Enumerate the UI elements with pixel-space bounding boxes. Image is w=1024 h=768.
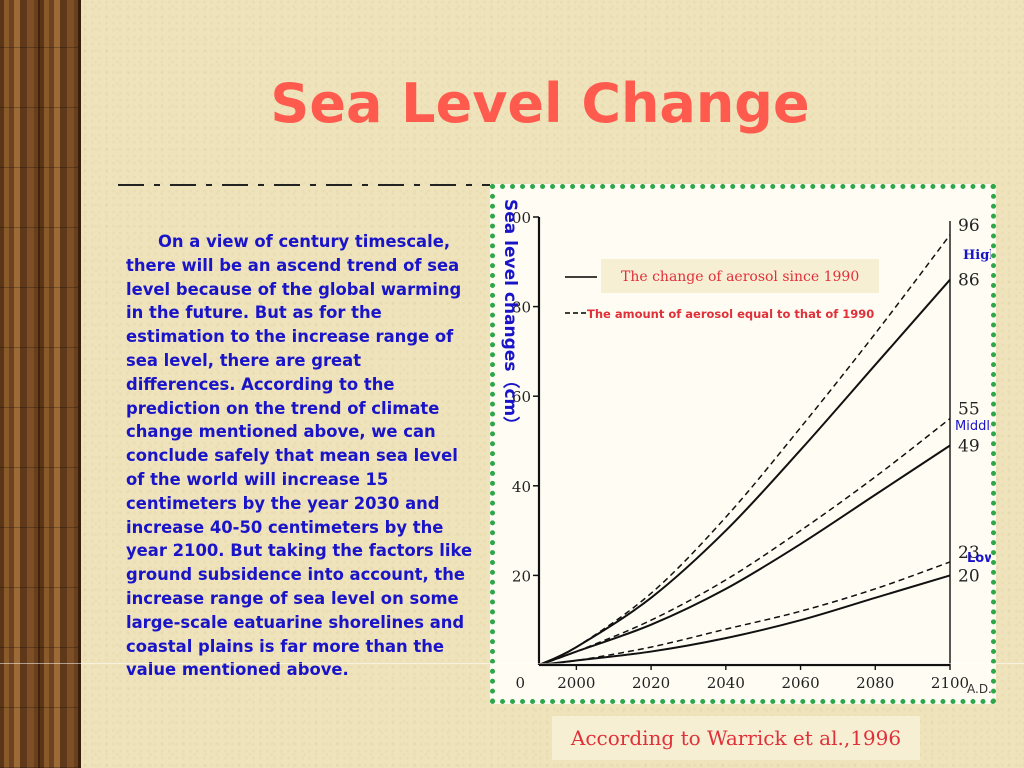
end-value-label: 23 xyxy=(958,543,980,563)
series-line-low-solid xyxy=(538,574,951,666)
end-value-label: 20 xyxy=(958,566,980,586)
x-tick-label: 2060 xyxy=(781,674,819,692)
end-value-label: 96 xyxy=(958,216,980,236)
x-tick-label: 2000 xyxy=(557,674,595,692)
series-line-middle-solid xyxy=(538,444,951,666)
y-axis-label: Sea level changes（cm） xyxy=(500,199,521,433)
wood-border-decoration xyxy=(0,0,81,768)
series-line-high-dashed xyxy=(538,234,951,666)
x-tick-label: 2100 xyxy=(931,674,969,692)
y-tick-label: 20 xyxy=(512,567,531,585)
legend-solid-box xyxy=(601,259,879,293)
source-citation-box: According to Warrick et al.,1996 xyxy=(552,716,920,760)
legend: The change of aerosol since 1990 The amo… xyxy=(565,259,879,321)
chart-frame: 20 40 60 80 00 0 2000 2020 2040 2060 2080 2100 96 86 5… xyxy=(490,184,996,704)
scenario-label-low: Low xyxy=(967,551,991,566)
legend-solid-label: The change of aerosol since 1990 xyxy=(621,269,859,285)
series-line-high-solid xyxy=(538,279,951,666)
scenario-label-high: High xyxy=(963,248,991,263)
scenario-label-middle: Middle xyxy=(955,419,991,434)
x-axis-suffix: A.D. xyxy=(967,682,991,696)
end-value-label: 55 xyxy=(958,400,980,420)
slide-title: Sea Level Change xyxy=(270,72,810,135)
x-tick-label: 2040 xyxy=(707,674,745,692)
y-tick-label: 60 xyxy=(512,388,531,406)
y-tick-label: 80 xyxy=(512,299,531,317)
y-tick-label: 00 xyxy=(512,209,531,227)
bottom-divider xyxy=(0,663,1024,664)
legend-dashed-label: The amount of aerosol equal to that of 1… xyxy=(587,307,874,321)
source-citation: According to Warrick et al.,1996 xyxy=(570,726,902,750)
series-line-middle-dashed xyxy=(538,418,951,666)
x-tick-label: 2080 xyxy=(856,674,894,692)
x-tick-label: 0 xyxy=(516,674,526,692)
y-tick-label: 40 xyxy=(512,478,531,496)
end-value-label: 49 xyxy=(958,436,980,456)
x-tick-label: 2020 xyxy=(632,674,670,692)
end-value-label: 86 xyxy=(958,271,980,291)
body-paragraph: On a view of century timescale, there wi… xyxy=(126,232,473,680)
series-line-low-dashed xyxy=(538,561,951,666)
